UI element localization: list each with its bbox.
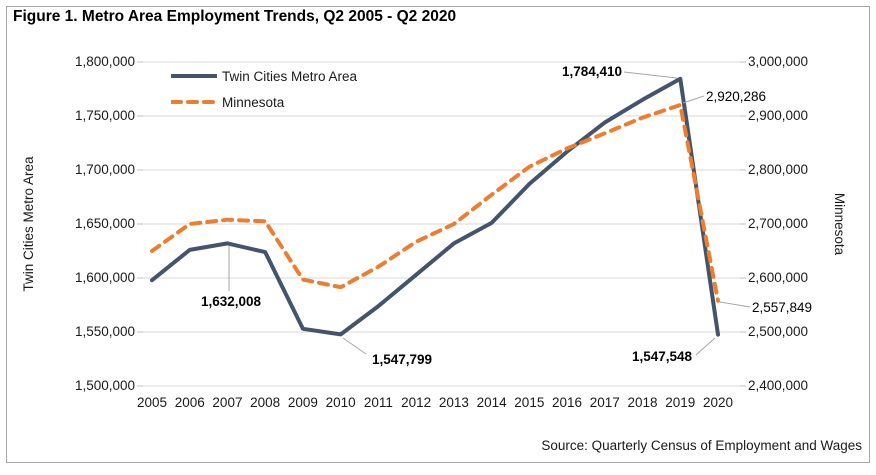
legend-item-twin-cities: Twin Cities Metro Area [171, 63, 357, 89]
x-axis-tick-label: 2007 [212, 395, 243, 410]
x-axis-tick-label: 2008 [250, 395, 281, 410]
left-axis-tick-label: 1,750,000 [74, 108, 135, 123]
source-note: Source: Quarterly Census of Employment a… [541, 438, 862, 453]
series-line-twin-cities [150, 76, 720, 337]
callout-leader-line [695, 337, 716, 356]
x-axis-tick-label: 2010 [325, 395, 356, 410]
callout-leader-line [682, 95, 705, 104]
x-axis-tick-label: 2013 [438, 395, 469, 410]
x-axis-tick-label: 2018 [627, 395, 658, 410]
right-axis-tick-label: 2,600,000 [748, 270, 809, 285]
legend-label-twin-cities: Twin Cities Metro Area [222, 68, 358, 84]
data-label-tc-2020: 1,547,548 [631, 349, 692, 364]
left-axis-tick-label: 1,500,000 [74, 378, 135, 393]
right-axis-tick-label: 2,400,000 [748, 378, 809, 393]
x-axis-tick-label: 2015 [514, 395, 545, 410]
series-line-minnesota [150, 103, 720, 303]
figure-title: Figure 1. Metro Area Employment Trends, … [13, 8, 457, 25]
callout-leader-line [623, 71, 678, 79]
left-axis-tick-label: 1,600,000 [74, 270, 135, 285]
dashed-line-sample-icon [171, 100, 217, 104]
left-axis-tick-label: 1,650,000 [74, 216, 135, 231]
x-axis-tick-label: 2014 [476, 395, 507, 410]
right-axis-tick-label: 3,000,000 [748, 54, 809, 69]
solid-line-sample-icon [171, 74, 217, 78]
x-axis-tick-label: 2012 [401, 395, 432, 410]
callout-leader-line [719, 301, 751, 308]
data-label-tc-2019: 1,784,410 [561, 64, 622, 79]
x-axis-tick-label: 2009 [287, 395, 318, 410]
left-axis-tick-label: 1,550,000 [74, 324, 135, 339]
left-axis-tick-label: 1,800,000 [74, 54, 135, 69]
legend-item-minnesota: Minnesota [171, 89, 357, 115]
legend: Twin Cities Metro Area Minnesota [171, 63, 357, 115]
legend-label-minnesota: Minnesota [222, 94, 285, 110]
x-axis-tick-label: 2005 [136, 395, 168, 410]
x-axis-tick-label: 2011 [363, 395, 393, 410]
x-axis-tick-label: 2017 [589, 395, 620, 410]
figure-border [6, 6, 870, 463]
right-axis-tick-label: 2,800,000 [748, 162, 809, 177]
right-axis-tick-label: 2,700,000 [748, 216, 809, 231]
data-label-mn-2020: 2,557,849 [752, 300, 813, 315]
data-label-mn-2019: 2,920,286 [706, 89, 767, 104]
x-axis-tick-label: 2019 [665, 395, 696, 410]
x-axis-tick-label: 2020 [702, 395, 734, 410]
left-axis-tick-label: 1,700,000 [74, 162, 135, 177]
data-label-tc-2010: 1,547,799 [372, 352, 433, 367]
x-axis-tick-label: 2016 [552, 395, 583, 410]
right-axis-tick-label: 2,500,000 [748, 324, 809, 339]
callout-leader-line [342, 337, 367, 355]
data-label-tc-2007: 1,632,008 [200, 294, 262, 309]
x-axis-tick-label: 2006 [174, 395, 205, 410]
right-axis-tick-label: 2,900,000 [748, 108, 809, 123]
